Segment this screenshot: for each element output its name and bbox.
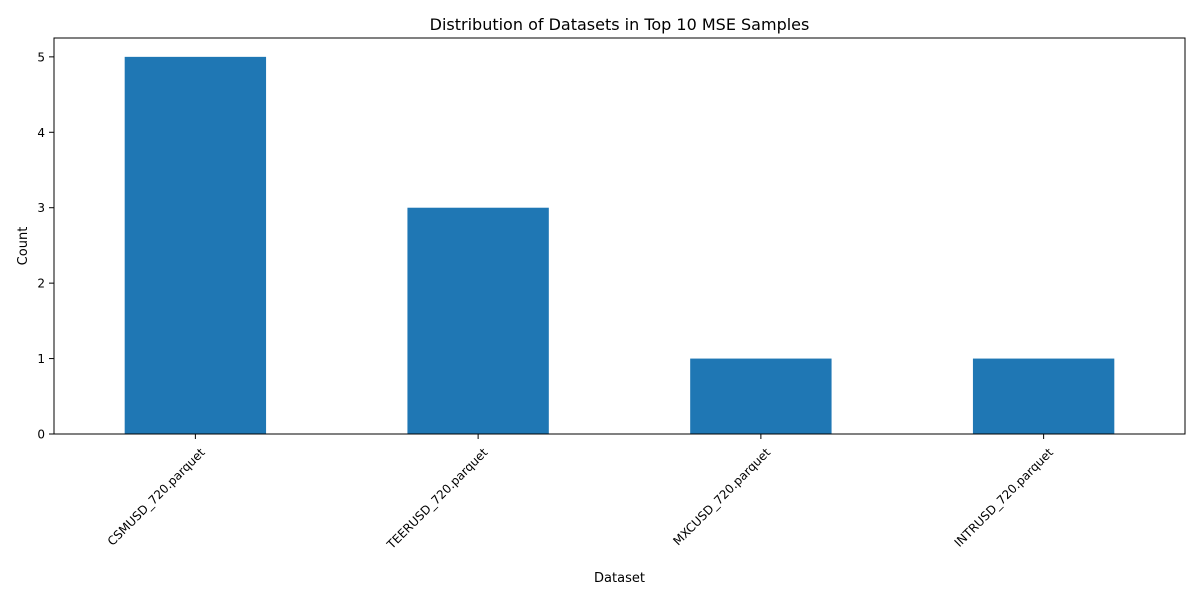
y-tick-label-0: 0 — [37, 428, 45, 442]
bar-3 — [972, 358, 1115, 434]
bars-group — [124, 56, 1115, 434]
x-tick-label-1: TEERUSD_720.parquet — [384, 445, 491, 552]
y-tick-label-5: 5 — [37, 50, 45, 64]
y-tick-label-3: 3 — [37, 201, 45, 215]
y-axis: 0 1 2 3 4 5 — [37, 50, 54, 442]
y-tick-label-2: 2 — [37, 277, 45, 291]
x-tick-label-3: INTRUSD_720.parquet — [952, 445, 1057, 550]
chart-title: Distribution of Datasets in Top 10 MSE S… — [430, 15, 810, 34]
x-axis-label: Dataset — [594, 571, 645, 586]
y-axis-label: Count — [16, 227, 31, 266]
bar-0 — [124, 56, 267, 434]
plot-frame — [53, 37, 1186, 435]
x-axis: CSMUSD_720.parquet TEERUSD_720.parquet MXC… — [105, 434, 1056, 552]
y-tick-label-1: 1 — [37, 352, 45, 366]
bar-2 — [690, 358, 832, 434]
bar-1 — [407, 207, 549, 434]
y-tick-label-4: 4 — [37, 126, 45, 140]
x-tick-label-0: CSMUSD_720.parquet — [105, 445, 208, 548]
x-tick-label-2: MXCUSD_720.parquet — [670, 445, 773, 548]
